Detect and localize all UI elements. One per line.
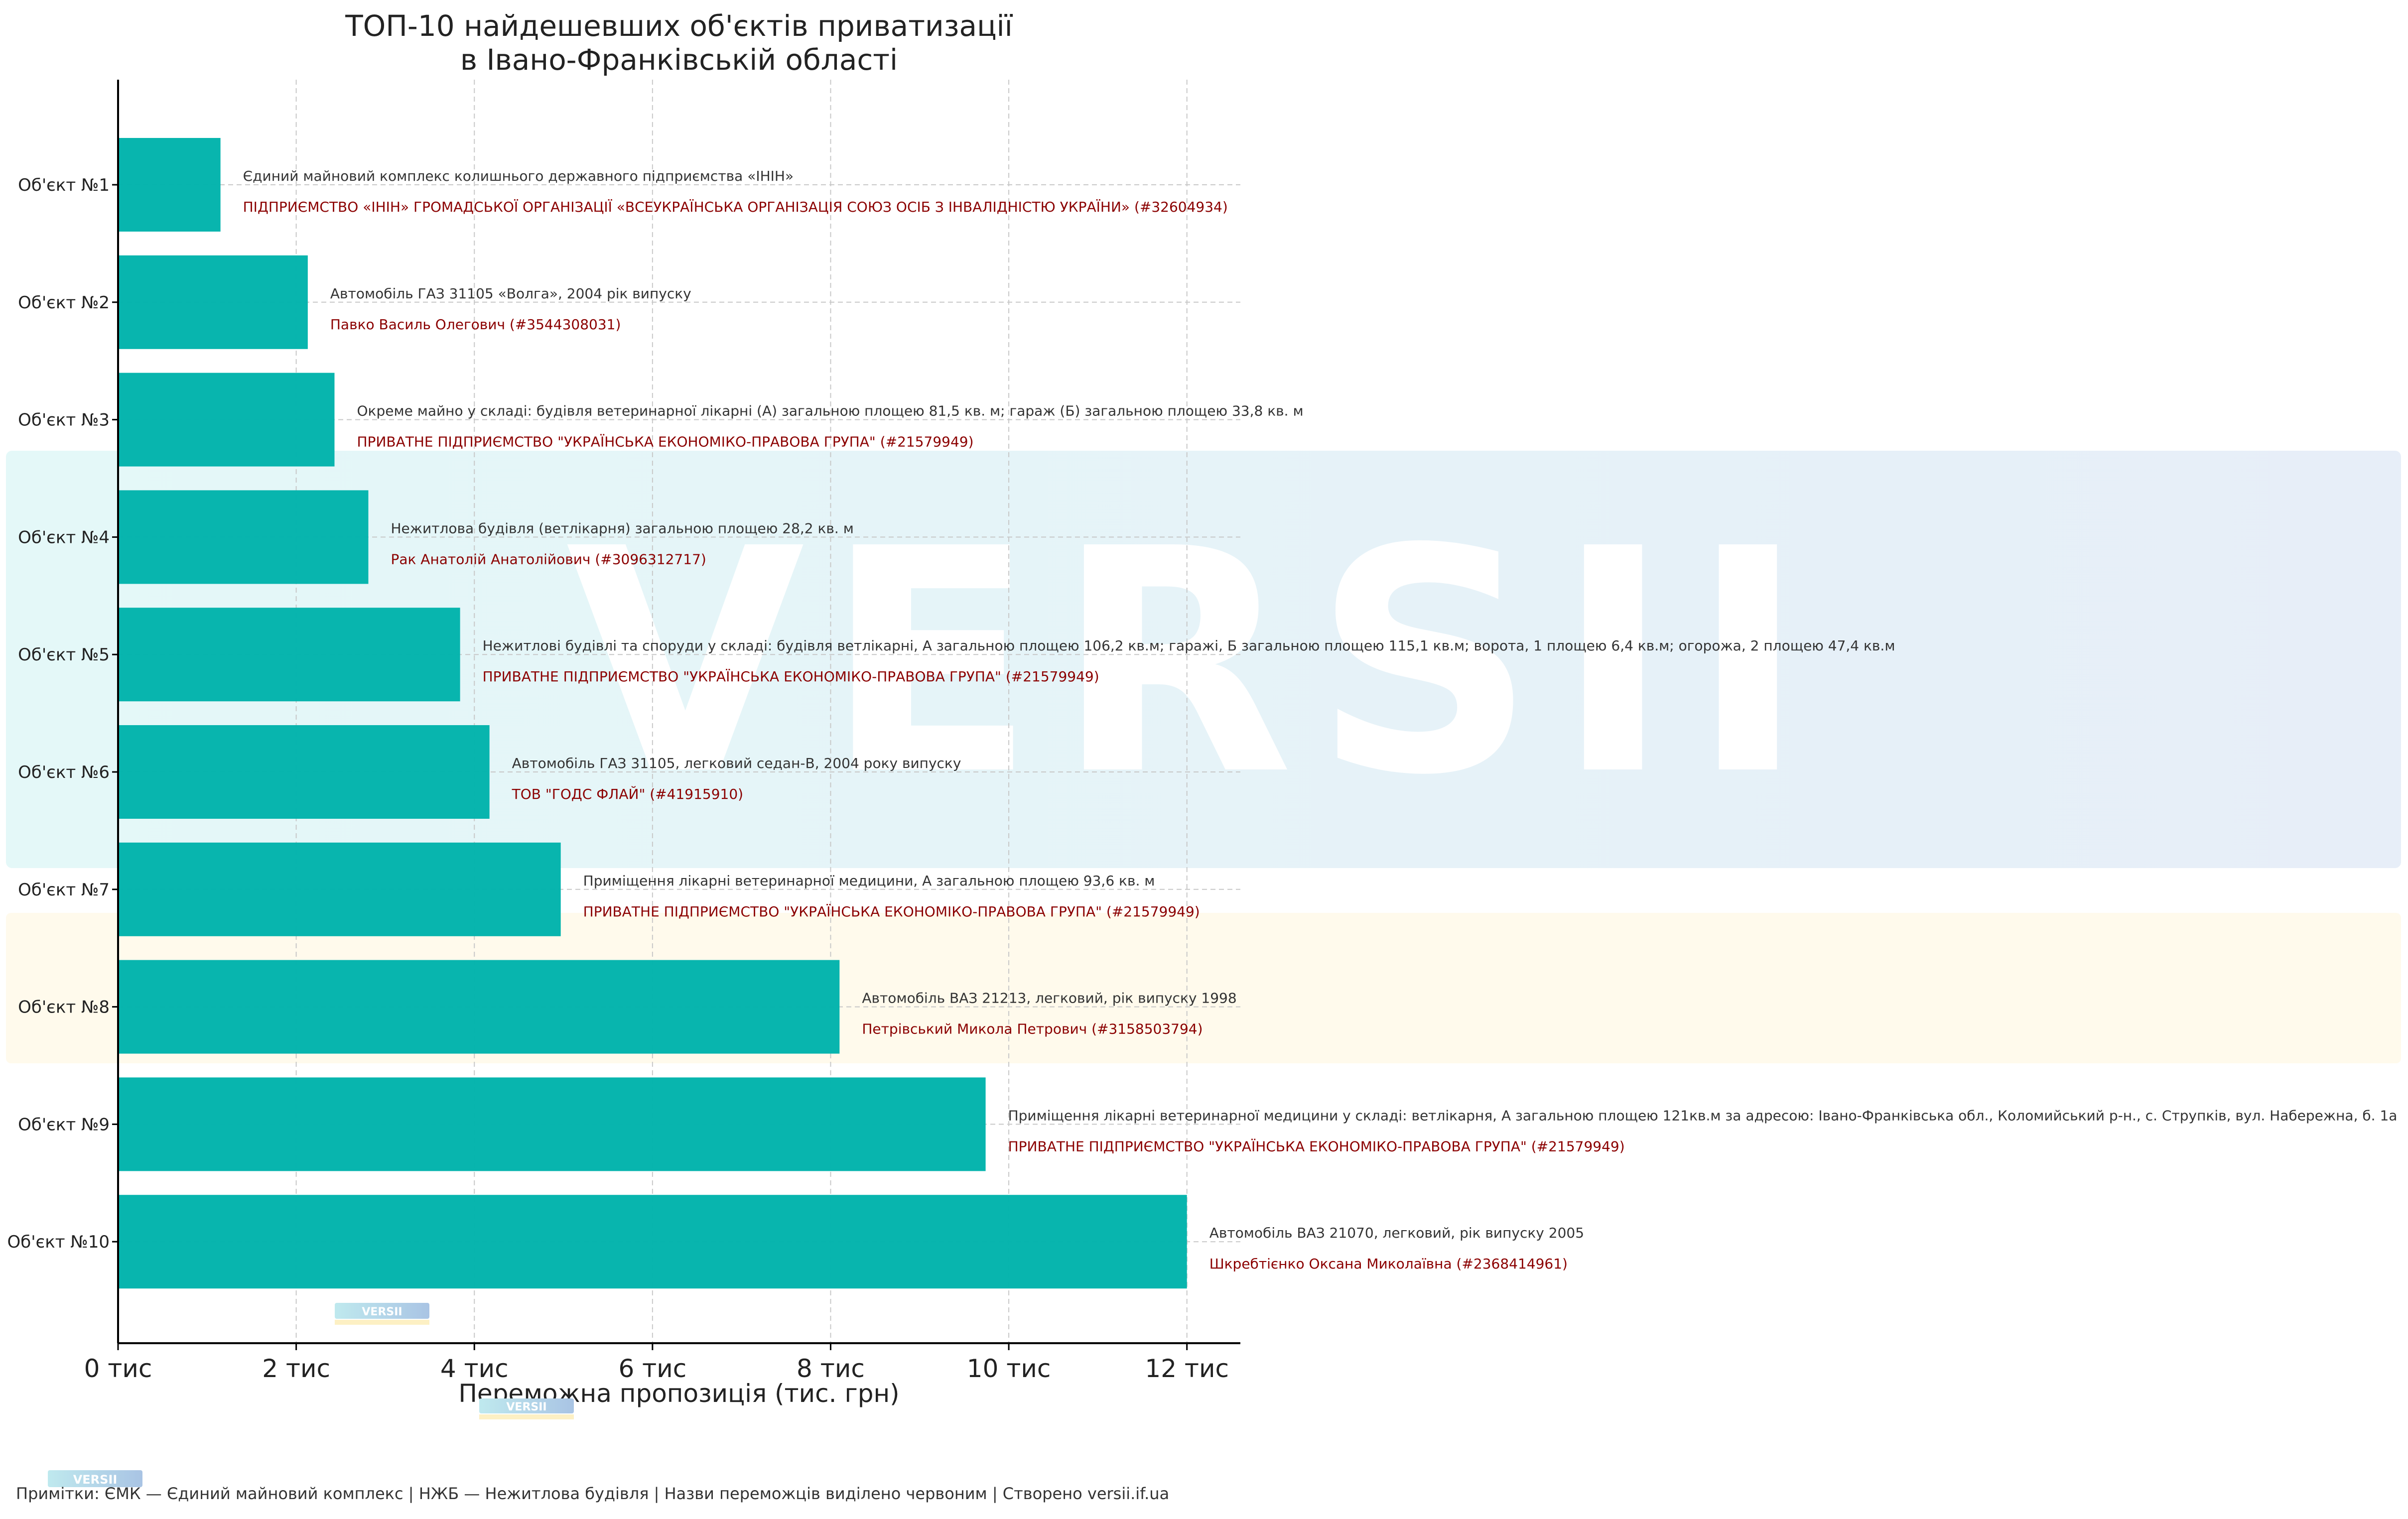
y-tick-labels: Об'єкт №1 Об'єкт №2 Об'єкт №3 Об'єкт №4 Об'є…: [7, 175, 118, 1252]
bar-description: Приміщення лікарні ветеринарної медицини…: [1008, 1107, 2398, 1124]
bar-description: Автомобіль ГАЗ 31105, легковий седан-В, …: [512, 755, 961, 771]
bars: Єдиний майновий комплекс колишнього держ…: [118, 138, 2398, 1289]
bar-description: Єдиний майновий комплекс колишнього держ…: [243, 168, 794, 184]
chart-title: ТОП-10 найдешевших об'єктів приватизації…: [345, 9, 1013, 77]
y-tick-label: Об'єкт №5: [18, 645, 110, 665]
watermark: VERSII: [6, 451, 2401, 1063]
bar-description: Автомобіль ВАЗ 21213, легковий, рік випу…: [862, 990, 1236, 1007]
bar-winner: ПРИВАТНЕ ПІДПРИЄМСТВО "УКРАЇНСЬКА ЕКОНОМ…: [1008, 1138, 1625, 1154]
logo-text-3: VERSII: [73, 1473, 118, 1487]
bar-description: Нежитлова будівля (ветлікарня) загальною…: [391, 520, 853, 536]
bar: [118, 608, 460, 702]
y-tick-label: Об'єкт №1: [18, 175, 110, 195]
bar-winner: ТОВ "ГОДС ФЛАЙ" (#41915910): [512, 785, 743, 802]
bar: [118, 1195, 1187, 1289]
y-tick-label: Об'єкт №2: [18, 293, 110, 313]
logo-text-1: VERSII: [362, 1306, 402, 1318]
x-tick-label: 6 тис: [618, 1354, 686, 1383]
logo-small-2: VERSII: [479, 1398, 574, 1419]
bar-description: Нежитлові будівлі та споруди у складі: б…: [483, 637, 1895, 654]
bar: [118, 842, 561, 936]
y-tick-label: Об'єкт №8: [18, 998, 110, 1017]
x-tick-label: 2 тис: [262, 1354, 330, 1383]
x-ticks: 0 тис 2 тис 4 тис 6 тис 8 тис 10 тис 12 тис: [84, 1343, 1229, 1383]
logo-small-3: VERSII: [48, 1470, 142, 1487]
bar-winner: Петрівський Микола Петрович (#3158503794…: [862, 1021, 1203, 1037]
footer-note: Примітки: ЄМК — Єдиний майновий комплекс…: [16, 1484, 1169, 1503]
logo-small-1: VERSII: [335, 1303, 429, 1325]
y-tick-label: Об'єкт №7: [18, 880, 110, 900]
bar: [118, 490, 369, 584]
bar-description: Окреме майно у складі: будівля ветеринар…: [357, 403, 1304, 419]
watermark-panel: [6, 451, 2401, 868]
x-tick-label: 10 тис: [967, 1354, 1051, 1383]
bar: [118, 725, 490, 819]
bar-winner: Рак Анатолій Анатолійович (#3096312717): [391, 551, 706, 567]
bar-winner: ПРИВАТНЕ ПІДПРИЄМСТВО "УКРАЇНСЬКА ЕКОНОМ…: [483, 668, 1099, 685]
bar-winner: ПІДПРИЄМСТВО «ІНІН» ГРОМАДСЬКОЇ ОРГАНІЗА…: [243, 199, 1228, 215]
bar-winner: ПРИВАТНЕ ПІДПРИЄМСТВО "УКРАЇНСЬКА ЕКОНОМ…: [583, 903, 1200, 920]
bar-winner: Шкребтієнко Оксана Миколаївна (#23684149…: [1209, 1256, 1568, 1272]
y-tick-label: Об'єкт №6: [18, 762, 110, 782]
bar-description: Приміщення лікарні ветеринарної медицини…: [583, 873, 1155, 889]
bar: [118, 138, 221, 232]
logo-text-2: VERSII: [506, 1401, 546, 1413]
bar: [118, 373, 335, 467]
y-tick-label: Об'єкт №9: [18, 1115, 110, 1135]
y-tick-label: Об'єкт №3: [18, 410, 110, 430]
bar-winner: Павко Василь Олегович (#3544308031): [330, 316, 621, 333]
bar: [118, 960, 840, 1054]
bar: [118, 1077, 986, 1171]
y-tick-label: Об'єкт №10: [7, 1232, 110, 1252]
x-tick-label: 8 тис: [797, 1354, 865, 1383]
chart-title-line: в Івано-Франківській області: [460, 43, 898, 77]
bar-description: Автомобіль ВАЗ 21070, легковий, рік випу…: [1209, 1225, 1584, 1241]
x-tick-label: 0 тис: [84, 1354, 152, 1383]
bar-winner: ПРИВАТНЕ ПІДПРИЄМСТВО "УКРАЇНСЬКА ЕКОНОМ…: [357, 434, 974, 450]
chart-title-line: ТОП-10 найдешевших об'єктів приватизації: [345, 9, 1013, 43]
y-tick-label: Об'єкт №4: [18, 527, 110, 547]
bar-description: Автомобіль ГАЗ 31105 «Волга», 2004 рік в…: [330, 285, 691, 302]
x-tick-label: 4 тис: [440, 1354, 509, 1383]
bar: [118, 255, 308, 349]
watermark-text: VERSII: [566, 484, 1826, 843]
x-tick-label: 12 тис: [1145, 1354, 1229, 1383]
